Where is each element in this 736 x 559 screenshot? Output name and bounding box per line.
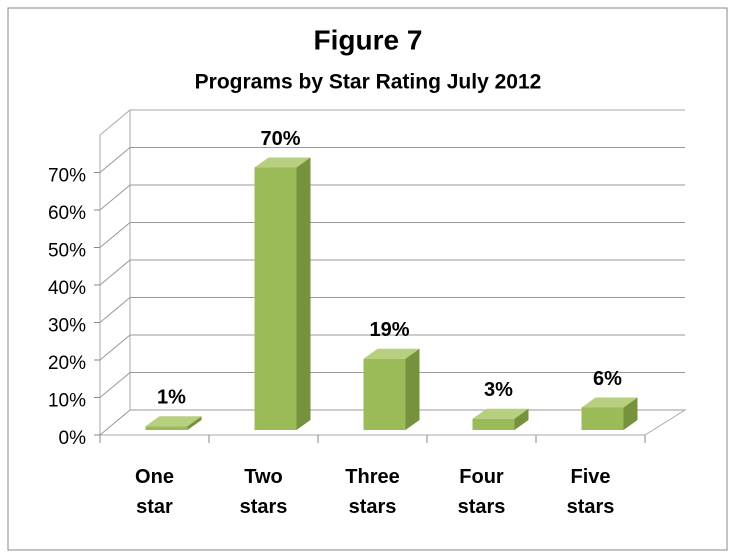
bar [363, 358, 406, 430]
x-tick-label: One star [135, 466, 174, 518]
y-tick-label: 50% [48, 241, 86, 262]
bar-side [187, 416, 202, 430]
chart-title: Figure 7 [314, 24, 423, 55]
grid-line [99, 222, 685, 248]
x-tick-label: Four stars [457, 466, 506, 518]
grid-line [99, 184, 685, 211]
bar-side [296, 157, 311, 430]
bar [581, 407, 624, 430]
grid-line [99, 259, 685, 286]
bar-top [472, 408, 529, 419]
data-label: 19% [369, 319, 409, 341]
chart-border [7, 7, 728, 551]
bar-top [363, 348, 420, 359]
y-tick-label: 20% [48, 353, 86, 374]
chart-subtitle: Programs by Star Rating July 2012 [195, 71, 542, 94]
y-tick-label: 10% [48, 391, 86, 412]
bar [472, 418, 515, 430]
bar-side [623, 397, 638, 430]
grid-line [99, 334, 685, 361]
y-tick-label: 70% [48, 166, 86, 187]
x-tick-label: Two stars [239, 466, 288, 518]
bar-side [405, 348, 420, 430]
data-label: 3% [484, 379, 513, 401]
bar-side [514, 408, 529, 430]
bar-top [254, 157, 311, 168]
bar [145, 426, 188, 430]
x-tick-label: Three stars [345, 466, 400, 518]
grid-line [99, 297, 685, 323]
y-tick-label: 0% [59, 428, 87, 449]
grid-line [99, 147, 685, 173]
y-tick-label: 40% [48, 278, 86, 299]
data-label: 70% [260, 128, 300, 150]
grid-line [99, 372, 685, 398]
bar [254, 167, 297, 430]
x-tick-label: Five stars [566, 466, 615, 518]
bar-top [145, 416, 202, 427]
data-label: 6% [593, 368, 622, 390]
bar-top [581, 397, 638, 408]
y-tick-label: 30% [48, 316, 86, 337]
y-tick-label: 60% [48, 203, 86, 224]
data-label: 1% [157, 387, 186, 409]
